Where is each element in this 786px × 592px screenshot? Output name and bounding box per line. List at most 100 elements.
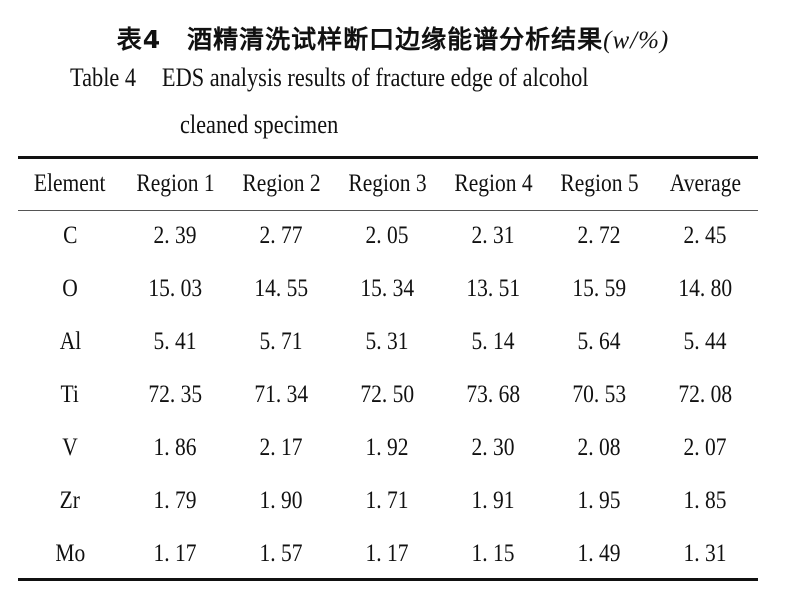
- row-label: Mo: [17, 540, 123, 568]
- table-cell-text: 5. 31: [365, 328, 409, 355]
- table-cell: 5. 31: [334, 328, 440, 356]
- table-cell: 72. 50: [334, 381, 440, 409]
- column-header: Region 3: [334, 170, 440, 198]
- column-header: Region 1: [122, 170, 228, 198]
- table-cell-text: 5. 44: [683, 328, 727, 355]
- table-cell: 1. 17: [334, 540, 440, 568]
- caption-text-cn: 酒精清洗试样断口边缘能谱分析结果: [187, 25, 604, 54]
- table-cell: 14. 80: [652, 275, 758, 303]
- header-rule: [18, 210, 758, 211]
- table-cell-text: 2. 05: [365, 222, 409, 249]
- row-label-text: Zr: [59, 487, 81, 514]
- table-cell-text: 2. 17: [259, 434, 303, 461]
- table-cell: 2. 39: [122, 222, 228, 250]
- table-cell-text: 73. 68: [466, 381, 520, 408]
- table-cell-text: 5. 41: [153, 328, 197, 355]
- table-cell: 70. 53: [546, 381, 652, 409]
- table-cell-text: 2. 77: [259, 222, 303, 249]
- row-label-text: Mo: [55, 540, 85, 567]
- row-label-text: Ti: [60, 381, 80, 408]
- table-cell: 1. 49: [546, 540, 652, 568]
- table-cell: 15. 59: [546, 275, 652, 303]
- column-header: Average: [652, 170, 758, 198]
- table-cell-text: 72. 50: [360, 381, 414, 408]
- column-header-text: Element: [34, 170, 106, 197]
- table-cell: 71. 34: [228, 381, 334, 409]
- table-cell: 1. 90: [228, 487, 334, 515]
- table-cell: 15. 34: [334, 275, 440, 303]
- table-cell-text: 15. 59: [572, 275, 626, 302]
- column-header-text: Region 1: [135, 170, 215, 197]
- table-cell: 2. 05: [334, 222, 440, 250]
- table-cell-text: 13. 51: [466, 275, 520, 302]
- table-cell: 1. 95: [546, 487, 652, 515]
- table-cell-text: 1. 91: [471, 487, 515, 514]
- table-cell-text: 2. 45: [683, 222, 727, 249]
- row-label: O: [17, 275, 123, 303]
- table-cell-text: 1. 92: [365, 434, 409, 461]
- table-cell-text: 5. 71: [259, 328, 303, 355]
- column-header-text: Average: [669, 170, 741, 197]
- table-cell-text: 1. 85: [683, 487, 727, 514]
- table-cell: 1. 17: [122, 540, 228, 568]
- row-label: Al: [17, 328, 123, 356]
- table-cell-text: 1. 71: [365, 487, 409, 514]
- top-rule: [18, 156, 758, 159]
- row-label-text: O: [62, 275, 78, 302]
- table-cell-text: 15. 34: [360, 275, 414, 302]
- column-header: Region 4: [440, 170, 546, 198]
- column-header-text: Region 5: [559, 170, 639, 197]
- table-cell-text: 5. 14: [471, 328, 515, 355]
- table-cell: 72. 08: [652, 381, 758, 409]
- table-cell: 5. 14: [440, 328, 546, 356]
- table-cell: 1. 92: [334, 434, 440, 462]
- table-cell: 5. 44: [652, 328, 758, 356]
- table-cell-text: 1. 90: [259, 487, 303, 514]
- table-caption-chinese: 表4 酒精清洗试样断口边缘能谱分析结果(w/%): [0, 20, 786, 56]
- column-header-text: Region 2: [241, 170, 321, 197]
- table-cell-text: 1. 79: [153, 487, 197, 514]
- column-header-text: Region 3: [347, 170, 427, 197]
- table-cell-text: 2. 39: [153, 222, 197, 249]
- table-cell-text: 1. 49: [577, 540, 621, 567]
- table-cell: 2. 77: [228, 222, 334, 250]
- row-label: V: [17, 434, 123, 462]
- column-header: Region 2: [228, 170, 334, 198]
- table-cell: 2. 17: [228, 434, 334, 462]
- table-cell: 1. 91: [440, 487, 546, 515]
- table-cell: 1. 31: [652, 540, 758, 568]
- table-cell-text: 72. 35: [148, 381, 202, 408]
- table-cell: 1. 85: [652, 487, 758, 515]
- table-cell: 5. 64: [546, 328, 652, 356]
- table-cell: 1. 15: [440, 540, 546, 568]
- table-cell: 2. 31: [440, 222, 546, 250]
- column-header: Region 5: [546, 170, 652, 198]
- row-label-text: V: [62, 434, 78, 461]
- table-cell: 72. 35: [122, 381, 228, 409]
- table-cell-text: 1. 31: [683, 540, 727, 567]
- table-cell: 2. 72: [546, 222, 652, 250]
- table-cell: 2. 07: [652, 434, 758, 462]
- table-cell-text: 2. 08: [577, 434, 621, 461]
- table-cell-text: 1. 17: [365, 540, 409, 567]
- table-cell-text: 1. 17: [153, 540, 197, 567]
- column-header: Element: [17, 170, 123, 198]
- table-cell-text: 70. 53: [572, 381, 626, 408]
- table-cell: 1. 79: [122, 487, 228, 515]
- table-cell-text: 1. 95: [577, 487, 621, 514]
- row-label: C: [17, 222, 123, 250]
- table-cell: 5. 41: [122, 328, 228, 356]
- table-cell: 5. 71: [228, 328, 334, 356]
- table-cell-text: 14. 80: [678, 275, 732, 302]
- table-cell-text: 1. 15: [471, 540, 515, 567]
- table-cell: 2. 30: [440, 434, 546, 462]
- row-label-text: C: [62, 222, 78, 249]
- table-cell: 2. 08: [546, 434, 652, 462]
- caption-text-en-1: EDS analysis results of fracture edge of…: [161, 63, 589, 92]
- row-label: Zr: [17, 487, 123, 515]
- table-cell: 14. 55: [228, 275, 334, 303]
- table-cell: 1. 57: [228, 540, 334, 568]
- table-cell: 13. 51: [440, 275, 546, 303]
- column-header-text: Region 4: [453, 170, 533, 197]
- table-cell-text: 72. 08: [678, 381, 732, 408]
